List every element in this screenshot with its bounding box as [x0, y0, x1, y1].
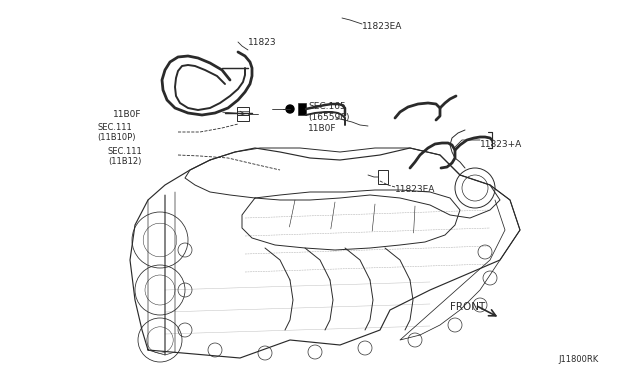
Bar: [237, 107, 249, 115]
Text: 11823: 11823: [248, 38, 276, 47]
Text: (11B10P): (11B10P): [97, 133, 136, 142]
Text: 11823EA: 11823EA: [362, 22, 403, 31]
Text: (165590): (165590): [308, 113, 349, 122]
Text: SEC.111: SEC.111: [108, 147, 143, 156]
Text: 11B0F: 11B0F: [308, 124, 337, 133]
Text: SEC.165: SEC.165: [308, 102, 346, 111]
Text: (11B12): (11B12): [108, 157, 141, 166]
Text: SEC.111: SEC.111: [97, 123, 132, 132]
Text: 11823EA: 11823EA: [395, 185, 435, 194]
Bar: [298, 103, 306, 115]
Text: J11800RK: J11800RK: [558, 355, 598, 364]
Circle shape: [286, 105, 294, 113]
Text: 11B0F: 11B0F: [113, 110, 141, 119]
Bar: [237, 115, 249, 121]
Bar: [378, 170, 388, 184]
Text: FRONT: FRONT: [450, 302, 485, 312]
Text: 11823+A: 11823+A: [480, 140, 522, 149]
